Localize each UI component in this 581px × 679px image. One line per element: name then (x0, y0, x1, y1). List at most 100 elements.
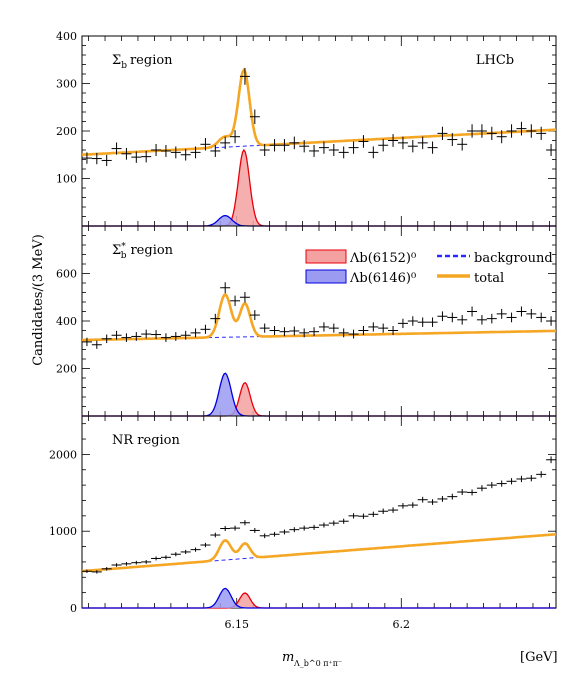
data-point (269, 139, 280, 152)
data-point (131, 332, 142, 341)
data-point (170, 332, 181, 341)
data-point (447, 312, 458, 323)
data-point (141, 560, 152, 564)
data-point (180, 330, 191, 340)
x-tick-label: 6.2 (393, 618, 411, 631)
data-point (160, 333, 171, 342)
data-point (486, 313, 497, 324)
data-point (457, 489, 468, 496)
data-point (318, 322, 329, 332)
data-point (190, 547, 201, 552)
data-point (190, 146, 201, 159)
data-point (476, 124, 487, 138)
legend: Λb(6152)⁰ background Λb(6146)⁰ total (305, 249, 553, 286)
data-point (309, 144, 320, 157)
data-point (91, 152, 102, 165)
data-point (131, 560, 142, 565)
data-point (447, 133, 458, 146)
data-point (368, 146, 379, 159)
svg-text:Candidates/(3 MeV): Candidates/(3 MeV) (31, 234, 46, 366)
data-point (210, 144, 221, 157)
data-point (101, 334, 112, 344)
data-point (427, 317, 438, 327)
data-point (220, 282, 231, 294)
data-point (467, 124, 478, 138)
data-point (220, 526, 231, 531)
data-point (397, 318, 408, 329)
y-tick-label: 300 (56, 78, 77, 91)
region-label: Σ* b region (112, 242, 174, 261)
data-point (536, 312, 547, 323)
data-point (407, 316, 418, 326)
data-point (289, 326, 300, 336)
data-point (358, 513, 369, 519)
data-point (309, 524, 320, 530)
data-point (526, 308, 537, 319)
region-label-sub: b (121, 251, 127, 261)
data-point (259, 323, 270, 333)
data-point (121, 561, 132, 566)
data-point (289, 527, 300, 533)
data-point (170, 552, 181, 557)
experiment-label: LHCb (476, 53, 514, 68)
red-signal-line (82, 148, 556, 227)
data-point (111, 142, 122, 155)
data-point (151, 330, 162, 339)
data-point (230, 130, 241, 144)
total-line (81, 533, 557, 573)
data-point (81, 152, 92, 164)
blue-signal-line (82, 372, 556, 417)
data-point (368, 322, 379, 332)
data-point (417, 317, 428, 327)
data-point (121, 147, 132, 160)
data-point (279, 139, 290, 152)
data-point (467, 306, 478, 317)
data-point (476, 485, 487, 492)
x-label-m: m (282, 650, 294, 665)
data-point (279, 327, 290, 337)
x-tick-label: 6.15 (224, 618, 249, 631)
data-point (328, 323, 339, 333)
data-point (151, 556, 162, 561)
data-point (111, 330, 122, 340)
data-point (496, 308, 507, 319)
y-tick-label: 200 (56, 125, 77, 138)
data-point (210, 313, 221, 324)
data-point (516, 306, 527, 317)
data-point (417, 136, 428, 150)
data-point (160, 555, 171, 560)
legend-blue-swatch (305, 269, 347, 284)
data-point (131, 151, 142, 163)
data-point (457, 315, 468, 325)
data-point (427, 499, 438, 505)
data-point (437, 126, 448, 141)
data-point (230, 525, 241, 531)
data-point (358, 325, 369, 336)
data-point (397, 503, 408, 509)
data-point (239, 291, 250, 303)
data-point (496, 130, 507, 144)
x-axis-label: m Λ_b^0 π⁺π⁻ [GeV] (282, 650, 558, 668)
x-label-sub: Λ_b^0 π⁺π⁻ (293, 659, 342, 668)
data-point (506, 312, 517, 323)
data-point (437, 496, 448, 502)
data-point (348, 141, 359, 154)
legend-red-swatch (305, 249, 347, 264)
data-point (239, 520, 250, 526)
data-point (328, 520, 339, 526)
data-point (388, 507, 399, 513)
data-point (141, 150, 152, 163)
data-point (259, 533, 270, 539)
data-point (318, 141, 329, 154)
data-point (427, 141, 438, 154)
total-line (82, 292, 556, 342)
x-unit: [GeV] (520, 650, 558, 665)
data-point (259, 143, 270, 157)
data-point (200, 324, 211, 334)
data-point (289, 136, 300, 150)
total-line (81, 67, 556, 157)
data-point (407, 140, 418, 153)
data-point (486, 126, 497, 141)
legend-bkg-label: background (474, 251, 553, 266)
data-point (526, 475, 537, 482)
